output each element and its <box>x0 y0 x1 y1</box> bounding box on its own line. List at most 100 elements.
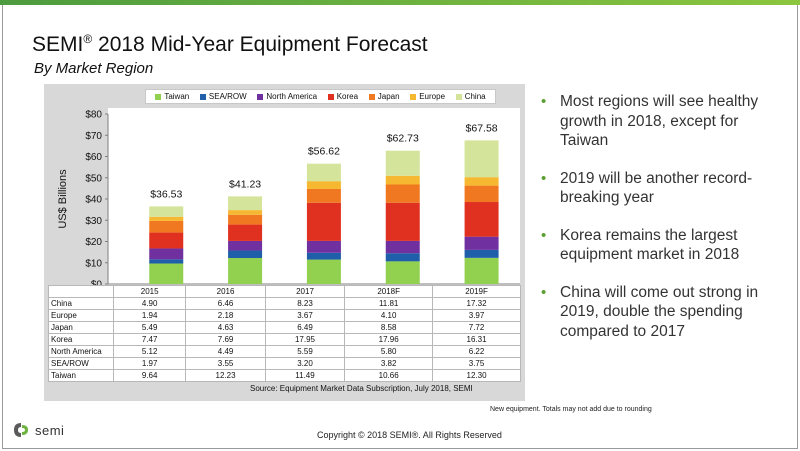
legend-item-3: Korea <box>327 92 359 101</box>
y-tick-label: $20 <box>85 237 102 248</box>
legend-label: Taiwan <box>164 92 190 101</box>
table-cell: 3.97 <box>432 309 521 322</box>
legend-swatch <box>455 93 462 100</box>
y-tick-label: $50 <box>85 173 102 184</box>
semi-logo: semi <box>10 421 64 439</box>
table-cell: 3.82 <box>344 357 434 370</box>
table-row-label: SEA/ROW <box>48 357 114 370</box>
bar-segment-china-2018F <box>385 150 420 176</box>
logo-text: semi <box>35 422 65 438</box>
table-cell: 9.64 <box>112 369 187 382</box>
legend-item-6: China <box>455 92 486 101</box>
legend-label: Japan <box>377 92 400 101</box>
chart-legend: Taiwan SEA/ROW North America Korea Japan Euro… <box>145 89 496 104</box>
table-cell: 12.23 <box>185 369 266 382</box>
table-row: Europe 1.94 2.18 3.67 4.10 3.97 <box>48 309 521 322</box>
table-cell: 7.47 <box>112 333 187 346</box>
table-row: China 4.90 6.46 8.23 11.81 17.32 <box>48 297 521 310</box>
bullet-item-2: • Korea remains the largest equipment mar… <box>541 226 786 265</box>
legend-swatch <box>199 93 206 100</box>
y-tick-label: $60 <box>85 152 102 163</box>
legend-swatch <box>410 93 417 100</box>
table-header-row: 2015 2016 2017 2018F 2019F <box>48 285 521 298</box>
table-cell: 17.95 <box>264 333 346 346</box>
table-cell: 12.30 <box>432 369 521 382</box>
bar-total-label: $41.23 <box>229 178 261 190</box>
bar-segment-sea-row-2017 <box>306 252 341 260</box>
bullet-dot-icon: • <box>541 283 547 301</box>
y-tick-label: $40 <box>85 195 102 206</box>
source-note: Source: Equipment Market Data Subscripti… <box>250 384 473 393</box>
legend-label: SEA/ROW <box>208 92 247 101</box>
bullet-text: China will come out strong in 2019, doub… <box>560 283 759 340</box>
y-axis-label: US$ Billions <box>57 169 69 229</box>
bar-segment-japan-2016 <box>228 214 263 225</box>
bar-segment-china-2017 <box>306 163 341 182</box>
bar-segment-taiwan-2015 <box>149 263 184 284</box>
bullet-text: Most regions will see healthy growth in … <box>560 93 759 149</box>
legend-swatch <box>257 93 264 100</box>
bar-segment-korea-2015 <box>149 232 184 249</box>
slide-subtitle: By Market Region <box>34 60 154 77</box>
bar-segment-china-2019F <box>464 140 499 178</box>
bullet-dot-icon: • <box>541 226 547 244</box>
bar-segment-europe-2018F <box>385 175 420 185</box>
bar-segment-japan-2015 <box>149 220 184 233</box>
table-cell: 6.22 <box>432 345 521 358</box>
bar-segment-taiwan-2016 <box>228 258 263 284</box>
bar-segment-north-america-2015 <box>149 248 184 260</box>
bullet-dot-icon: • <box>541 93 547 110</box>
bar-segment-sea-row-2019F <box>464 249 499 258</box>
table-cell: 4.90 <box>112 297 187 310</box>
bullet-text: 2019 will be another record-breaking yea… <box>560 169 753 207</box>
table-cell: 2.18 <box>185 309 266 322</box>
bar-segment-sea-row-2016 <box>228 250 263 259</box>
slide-title: SEMI® 2018 Mid-Year Equipment Forecast <box>32 32 428 56</box>
legend-label: Korea <box>336 92 359 101</box>
bar-total-label: $56.62 <box>308 146 340 158</box>
table-row-label: Europe <box>48 309 114 322</box>
table-cell: 11.49 <box>264 369 346 382</box>
bullet-item-1: • 2019 will be another record-breaking ye… <box>541 169 786 208</box>
table-header-cell: 2017 <box>264 285 346 298</box>
y-tick-label: $10 <box>85 258 102 269</box>
table-cell: 3.75 <box>432 357 521 370</box>
bar-segment-sea-row-2018F <box>385 253 420 262</box>
bar-segment-europe-2016 <box>228 210 263 215</box>
table-cell: 5.59 <box>264 345 346 358</box>
bullet-item-0: • Most regions will see healthy growth in… <box>541 92 786 151</box>
y-tick-label: $0 <box>91 280 103 290</box>
legend-swatch <box>327 93 334 100</box>
bar-segment-north-america-2016 <box>228 240 263 251</box>
bullet-text: Korea remains the largest equipment mark… <box>560 226 740 264</box>
bar-segment-japan-2018F <box>385 184 420 203</box>
table-cell: 5.12 <box>112 345 187 358</box>
legend-item-0: Taiwan <box>155 92 189 101</box>
table-cell: 5.80 <box>344 345 434 358</box>
bar-segment-europe-2017 <box>306 181 341 189</box>
table-row: Taiwan 9.64 12.23 11.49 10.66 12.30 <box>48 369 521 382</box>
table-cell: 10.66 <box>344 369 434 382</box>
table-cell: 17.32 <box>432 297 521 310</box>
table-cell: 1.97 <box>112 357 187 370</box>
legend-swatch <box>155 93 162 100</box>
table-cell: 7.72 <box>432 321 521 334</box>
bar-segment-sea-row-2015 <box>149 259 184 264</box>
bar-segment-korea-2019F <box>464 202 499 237</box>
legend-item-1: SEA/ROW <box>199 92 247 101</box>
bar-total-label: $36.53 <box>150 188 182 200</box>
table-header-cell: 2015 <box>112 285 187 298</box>
bar-segment-korea-2017 <box>306 202 341 241</box>
table-row: SEA/ROW 1.97 3.55 3.20 3.82 3.75 <box>48 357 521 370</box>
legend-item-2: North America <box>257 92 317 101</box>
table-cell: 3.20 <box>264 357 346 370</box>
y-tick-label: $70 <box>85 131 102 142</box>
bullet-list: • Most regions will see healthy growth in… <box>541 92 786 359</box>
y-tick-label: $80 <box>85 110 102 121</box>
table-cell: 5.49 <box>112 321 187 334</box>
table-cell: 11.81 <box>344 297 434 310</box>
bullet-item-3: • China will come out strong in 2019, dou… <box>541 283 786 342</box>
table-cell: 4.49 <box>185 345 266 358</box>
table-corner-cell <box>48 285 114 298</box>
bar-segment-japan-2019F <box>464 185 499 203</box>
